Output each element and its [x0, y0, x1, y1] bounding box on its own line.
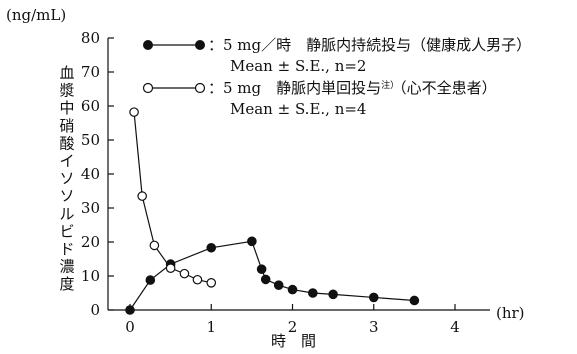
y-axis-label-char: ド — [59, 240, 74, 258]
x-tick-label: 1 — [206, 318, 216, 336]
data-point-filled — [145, 275, 156, 285]
y-axis-label-char: 中 — [59, 99, 74, 117]
legend-marker-filled-left — [143, 40, 153, 50]
data-point-filled — [287, 284, 298, 295]
data-point-open — [149, 240, 160, 251]
y-tick-label: 50 — [81, 131, 100, 149]
legend-marker-open-right — [194, 82, 206, 94]
y-unit-label: (ng/mL) — [6, 6, 66, 24]
y-axis-label-char: 濃 — [59, 258, 74, 276]
data-point-filled — [256, 264, 267, 274]
x-unit-label: (hr) — [496, 304, 525, 322]
y-axis-label-char: ソ — [59, 170, 74, 188]
data-point-filled — [247, 236, 257, 247]
data-point-open — [165, 263, 176, 273]
data-point-filled — [260, 274, 271, 285]
data-point-filled — [206, 242, 217, 253]
y-axis-label-char: ソ — [59, 187, 74, 205]
x-tick-label: 2 — [288, 318, 298, 336]
data-point-open — [137, 191, 147, 201]
y-tick-label: 30 — [81, 199, 100, 217]
y-axis-label-char: 度 — [59, 275, 74, 293]
y-ticks: 0 10 20 30 40 50 60 70 80 — [81, 29, 114, 319]
data-point-open — [206, 277, 217, 288]
y-axis-label-char: イ — [59, 152, 74, 170]
legend-marker-filled-right — [195, 40, 205, 50]
legend-marker-open-left — [142, 82, 154, 94]
x-tick-label: 0 — [125, 318, 135, 336]
legend-open-superscript: 注） — [381, 79, 399, 91]
data-point-filled — [409, 295, 420, 306]
legend-filled-line1: ：5 mg／時 静脈内持続投与（健康成人男子） — [208, 36, 531, 54]
data-point-filled — [125, 305, 135, 315]
y-tick-label: 70 — [81, 63, 100, 81]
y-tick-label: 0 — [90, 301, 100, 319]
y-tick-label: 60 — [81, 97, 100, 115]
x-axis-label: 時 間 — [271, 332, 316, 350]
y-tick-label: 20 — [81, 233, 100, 251]
series-group — [125, 107, 420, 315]
y-axis-label-char: ビ — [59, 222, 74, 240]
x-tick-label: 4 — [450, 318, 460, 336]
data-point-open — [129, 107, 139, 117]
legend-open-line2: Mean ± S.E., n=4 — [230, 100, 366, 118]
legend: ：5 mg／時 静脈内持続投与（健康成人男子） Mean ± S.E., n=2… — [142, 36, 531, 118]
y-axis-label-char: 血 — [59, 64, 74, 82]
data-point-filled — [328, 289, 338, 300]
data-point-open — [179, 268, 190, 279]
y-tick-label: 10 — [81, 267, 100, 285]
y-tick-label: 40 — [81, 165, 100, 183]
legend-open-line1-tail: （心不全患者） — [399, 79, 497, 97]
data-point-open — [192, 274, 203, 285]
y-tick-label: 80 — [81, 29, 100, 47]
x-tick-label: 3 — [369, 318, 379, 336]
svg-text:：5 mg 静脈内単回投与注）（心不全患者）: ：5 mg 静脈内単回投与注）（心不全患者） — [208, 79, 497, 97]
data-point-filled — [273, 280, 284, 290]
y-axis-label-char: 漿 — [59, 82, 74, 100]
legend-filled-line2: Mean ± S.E., n=2 — [230, 57, 366, 75]
y-axis-label-char: 硝 — [59, 117, 74, 135]
data-point-filled — [368, 292, 379, 303]
y-axis-label-char: ル — [59, 205, 74, 223]
data-point-filled — [308, 288, 318, 298]
legend-open-line1: ：5 mg 静脈内単回投与 — [208, 79, 381, 97]
y-axis-label-char: 酸 — [59, 134, 74, 152]
